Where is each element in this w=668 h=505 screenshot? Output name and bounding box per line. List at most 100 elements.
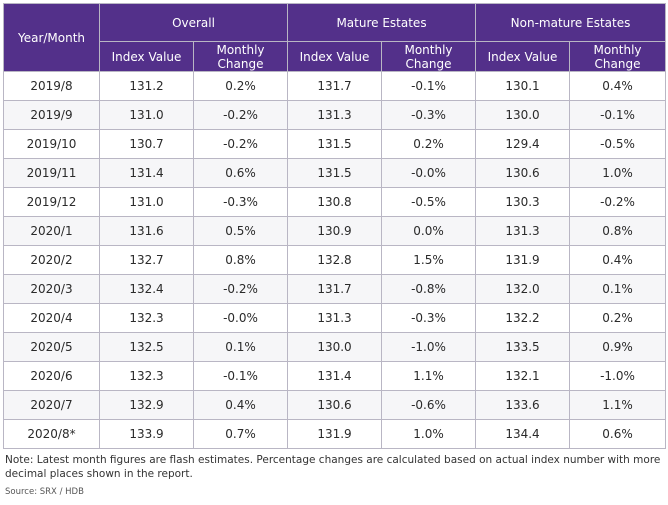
- table-cell: 1.0%: [569, 158, 667, 188]
- row-period-cell: 2019/10: [3, 129, 100, 159]
- header-row-sub: Index Value Monthly Change Index Value M…: [4, 41, 667, 72]
- table-cell: 133.6: [475, 390, 571, 420]
- table-cell: 132.4: [99, 274, 194, 304]
- table-cell: 134.4: [475, 419, 571, 449]
- table-row: 2020/8* 133.9 0.7% 131.9 1.0% 134.4 0.6%: [3, 419, 667, 449]
- year-month-header: Year/Month: [3, 3, 100, 72]
- table-cell: 131.4: [99, 158, 194, 188]
- table-cell: 132.5: [99, 332, 194, 362]
- table-cell: 131.7: [287, 274, 383, 304]
- table-cell: 0.8%: [569, 216, 667, 246]
- table-cell: -0.3%: [381, 303, 477, 333]
- table-cell: 131.6: [99, 216, 194, 246]
- table-row: 2019/11 131.4 0.6% 131.5 -0.0% 130.6 1.0%: [3, 158, 667, 188]
- table-row: 2020/6 132.3 -0.1% 131.4 1.1% 132.1 -1.0%: [3, 361, 667, 391]
- table-cell: -0.5%: [381, 187, 477, 217]
- header-row-groups: Year/Month Overall Mature Estates Non-ma…: [3, 3, 667, 72]
- table-cell: 0.4%: [569, 71, 667, 101]
- table-cell: 131.9: [475, 245, 571, 275]
- table-cell: 131.3: [475, 216, 571, 246]
- table-cell: -0.6%: [381, 390, 477, 420]
- sub-header: Monthly Change: [569, 41, 667, 72]
- table-cell: -0.5%: [569, 129, 667, 159]
- table-cell: 0.4%: [569, 245, 667, 275]
- table-cell: -0.2%: [192, 100, 289, 130]
- table-cell: -0.3%: [192, 187, 289, 217]
- table-row: 2020/7 132.9 0.4% 130.6 -0.6% 133.6 1.1%: [3, 390, 667, 420]
- table-cell: -0.8%: [381, 274, 477, 304]
- table-cell: 1.1%: [569, 390, 667, 420]
- table-cell: -0.2%: [569, 187, 667, 217]
- table-cell: 0.4%: [192, 390, 289, 420]
- table-cell: -0.2%: [192, 274, 289, 304]
- table-cell: 132.1: [475, 361, 571, 391]
- row-period-cell: 2020/6: [3, 361, 100, 391]
- row-period-cell: 2020/3: [3, 274, 100, 304]
- table-cell: -0.0%: [381, 158, 477, 188]
- table-cell: 132.8: [287, 245, 383, 275]
- table-row: 2020/5 132.5 0.1% 130.0 -1.0% 133.5 0.9%: [3, 332, 667, 362]
- row-period-cell: 2020/1: [3, 216, 100, 246]
- table-cell: 0.5%: [192, 216, 289, 246]
- row-period-cell: 2020/4: [3, 303, 100, 333]
- table-cell: 130.9: [287, 216, 383, 246]
- table-row: 2019/9 131.0 -0.2% 131.3 -0.3% 130.0 -0.1%: [3, 100, 667, 130]
- table-cell: 130.1: [475, 71, 571, 101]
- table-cell: -1.0%: [569, 361, 667, 391]
- table-cell: 130.6: [287, 390, 383, 420]
- table-cell: -1.0%: [381, 332, 477, 362]
- table-cell: 0.1%: [192, 332, 289, 362]
- sub-header: Monthly Change: [381, 41, 477, 72]
- row-period-cell: 2020/8*: [3, 419, 100, 449]
- table-cell: 131.2: [99, 71, 194, 101]
- table-cell: 131.0: [99, 187, 194, 217]
- price-index-table: Year/Month Overall Mature Estates Non-ma…: [3, 3, 667, 449]
- table-cell: -0.0%: [192, 303, 289, 333]
- row-period-cell: 2019/12: [3, 187, 100, 217]
- table-cell: 129.4: [475, 129, 571, 159]
- table-cell: -0.2%: [192, 129, 289, 159]
- table-cell: 131.3: [287, 303, 383, 333]
- sub-header: Monthly Change: [192, 41, 289, 72]
- row-period-cell: 2019/9: [3, 100, 100, 130]
- table-row: 2019/12 131.0 -0.3% 130.8 -0.5% 130.3 -0.2%: [3, 187, 667, 217]
- table-body: 2019/8 131.2 0.2% 131.7 -0.1% 130.1 0.4% 2019/9…: [3, 71, 667, 449]
- footnote: Note: Latest month figures are flash est…: [5, 454, 661, 480]
- table-cell: 131.5: [287, 129, 383, 159]
- table-cell: 132.2: [475, 303, 571, 333]
- table-row: 2020/3 132.4 -0.2% 131.7 -0.8% 132.0 0.1%: [3, 274, 667, 304]
- table-row: 2019/8 131.2 0.2% 131.7 -0.1% 130.1 0.4%: [3, 71, 667, 101]
- source-line: Source: SRX / HDB: [5, 487, 84, 497]
- table-cell: 130.8: [287, 187, 383, 217]
- table-cell: 1.1%: [381, 361, 477, 391]
- table-cell: 0.2%: [569, 303, 667, 333]
- table-cell: -0.1%: [569, 100, 667, 130]
- table-cell: 0.1%: [569, 274, 667, 304]
- table-cell: 0.0%: [381, 216, 477, 246]
- table-cell: -0.3%: [381, 100, 477, 130]
- row-period-cell: 2019/8: [3, 71, 100, 101]
- table-cell: 131.9: [287, 419, 383, 449]
- table-cell: -0.1%: [192, 361, 289, 391]
- table-cell: 131.3: [287, 100, 383, 130]
- table-cell: -0.1%: [381, 71, 477, 101]
- table-cell: 130.3: [475, 187, 571, 217]
- table-cell: 131.4: [287, 361, 383, 391]
- table-cell: 133.5: [475, 332, 571, 362]
- row-period-cell: 2019/11: [3, 158, 100, 188]
- table-cell: 0.2%: [381, 129, 477, 159]
- table-cell: 132.9: [99, 390, 194, 420]
- table-cell: 131.5: [287, 158, 383, 188]
- sub-header: Index Value: [287, 41, 383, 72]
- table-cell: 132.3: [99, 303, 194, 333]
- table-cell: 131.7: [287, 71, 383, 101]
- table-row: 2020/1 131.6 0.5% 130.9 0.0% 131.3 0.8%: [3, 216, 667, 246]
- table-cell: 0.2%: [192, 71, 289, 101]
- mature-estates-header: Mature Estates: [287, 3, 477, 42]
- non-mature-estates-header: Non-mature Estates: [475, 3, 667, 42]
- sub-header: Index Value: [475, 41, 571, 72]
- table-cell: 132.3: [99, 361, 194, 391]
- row-period-cell: 2020/2: [3, 245, 100, 275]
- table-cell: 0.8%: [192, 245, 289, 275]
- table-cell: 1.5%: [381, 245, 477, 275]
